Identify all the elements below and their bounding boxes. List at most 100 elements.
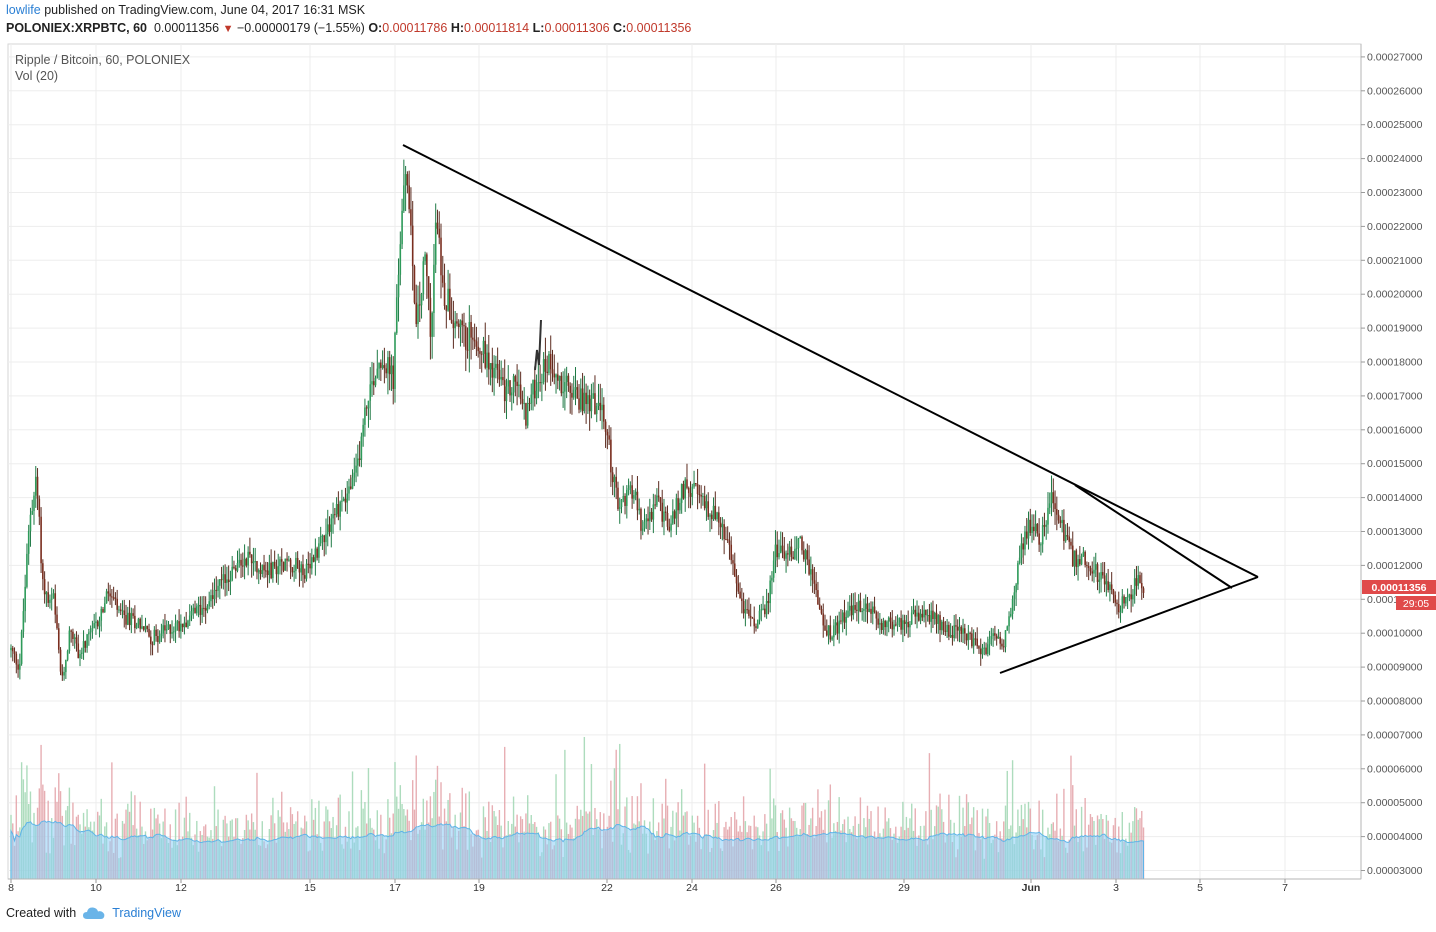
candle-body <box>571 392 573 398</box>
candle-body <box>450 319 453 323</box>
candle-body <box>493 367 495 378</box>
candle-body <box>719 522 722 528</box>
candle-body <box>808 559 810 575</box>
candle-body <box>606 431 609 436</box>
candle-body <box>861 610 863 613</box>
candle-body <box>510 392 513 396</box>
candle-body <box>217 585 219 591</box>
candle-body <box>288 559 290 561</box>
price-tick-label: 0.00003000 <box>1367 865 1423 877</box>
candle-body <box>787 553 789 555</box>
candle-body <box>20 631 23 664</box>
candle-body <box>772 560 775 578</box>
candle-body <box>1054 503 1056 510</box>
candle-body <box>608 435 610 440</box>
candle-body <box>88 632 90 635</box>
candle-body <box>595 406 598 415</box>
candle-body <box>666 512 669 527</box>
chart-container[interactable]: 0.00003000 0.00004000 0.00005000 0.00006000… <box>0 42 1436 898</box>
candle-body <box>254 561 257 563</box>
candle-body <box>134 615 136 629</box>
symbol-label[interactable]: POLONIEX:XRPBTC, 60 <box>6 21 147 35</box>
lower-trendline[interactable] <box>999 576 1259 674</box>
candle-body <box>240 559 242 566</box>
candle-body <box>953 625 955 639</box>
candle-body <box>948 624 950 637</box>
candle-body <box>838 620 840 634</box>
candle-body <box>305 563 308 579</box>
candle-body <box>183 622 186 628</box>
candle-body <box>640 508 642 531</box>
author-link[interactable]: lowlife <box>6 3 41 17</box>
plot-frame <box>7 43 1362 880</box>
candle-body <box>981 647 984 655</box>
candle-body <box>696 484 699 495</box>
candle-body <box>132 613 134 616</box>
candle-body <box>318 543 320 558</box>
candle-body <box>406 174 409 186</box>
candle-body <box>992 633 994 637</box>
candle-body <box>578 398 580 410</box>
candle-body <box>176 621 179 624</box>
candle-body <box>316 548 318 558</box>
candle-body <box>29 514 32 532</box>
time-axis[interactable]: 8 10 12 15 17 19 22 24 26 29 Jun 3 5 7 <box>8 878 1361 894</box>
candle-body <box>932 610 934 620</box>
candle-body <box>718 512 720 523</box>
candle-body <box>1084 551 1086 565</box>
candle-body <box>59 649 62 672</box>
legend-volume[interactable]: Vol (20) <box>15 69 59 83</box>
candle-body <box>1008 616 1010 627</box>
candle-body <box>158 636 161 643</box>
candle-body <box>840 620 842 622</box>
candle-body <box>974 638 977 640</box>
upper-trendline[interactable] <box>402 144 1259 578</box>
candle-body <box>668 526 671 531</box>
candle-body <box>34 476 37 496</box>
candle-body <box>557 374 559 381</box>
candle-body <box>447 288 449 311</box>
candle-body <box>96 621 99 627</box>
candle-body <box>441 275 444 283</box>
legend-pair[interactable]: Ripple / Bitcoin, 60, POLONIEX <box>15 53 191 67</box>
candle-body <box>695 483 697 485</box>
candle-body <box>841 612 844 622</box>
price-axis[interactable]: 0.00003000 0.00004000 0.00005000 0.00006000… <box>1360 44 1423 879</box>
candle-body <box>553 373 556 378</box>
hand-drawn-mark[interactable] <box>534 319 542 371</box>
tradingview-link[interactable]: TradingView <box>82 906 181 920</box>
candle-body <box>817 590 819 605</box>
candle-body <box>192 607 195 612</box>
low-label: L: <box>532 21 545 35</box>
triangle-drawing[interactable] <box>402 144 1259 674</box>
candle-body <box>1080 556 1083 565</box>
candle-body <box>710 514 713 520</box>
candle-body <box>1132 594 1134 600</box>
candle-body <box>1123 596 1125 604</box>
candle-body <box>702 496 704 498</box>
candle-body <box>109 593 111 597</box>
candle-body <box>236 563 239 571</box>
candle-body <box>162 625 164 634</box>
volume-bar <box>436 765 439 879</box>
candle-body <box>1056 509 1058 515</box>
candle-body <box>105 591 108 604</box>
price-chart[interactable]: 0.00003000 0.00004000 0.00005000 0.00006000… <box>0 42 1436 898</box>
candle-body <box>311 557 313 569</box>
published-text: published on TradingView.com, June 04, 2… <box>40 3 366 17</box>
candle-body <box>659 497 662 503</box>
candle-body <box>1010 613 1012 617</box>
candle-body <box>440 237 442 276</box>
candle-body <box>551 369 554 374</box>
candle-body <box>1137 575 1140 586</box>
candle-body <box>624 495 626 506</box>
candle-body <box>902 620 904 630</box>
volume-bar <box>1056 793 1058 879</box>
price-tick-label: 0.00019000 <box>1367 323 1423 335</box>
candle-body <box>1031 526 1033 533</box>
inner-trendline[interactable] <box>1074 484 1233 589</box>
price-badge-value: 0.00011356 <box>1372 582 1427 594</box>
candle-body <box>374 377 377 386</box>
candle-body <box>626 490 628 506</box>
candle-body <box>303 575 306 579</box>
